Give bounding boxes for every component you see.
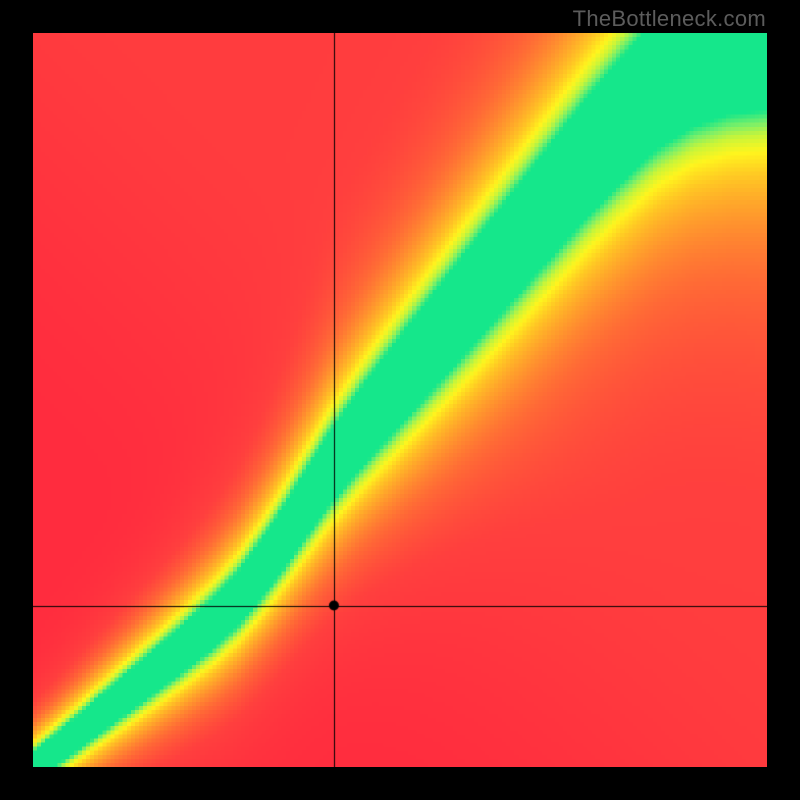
heatmap-plot: [33, 33, 767, 767]
chart-frame: TheBottleneck.com: [0, 0, 800, 800]
crosshair-overlay: [33, 33, 767, 767]
watermark-text: TheBottleneck.com: [573, 6, 766, 32]
